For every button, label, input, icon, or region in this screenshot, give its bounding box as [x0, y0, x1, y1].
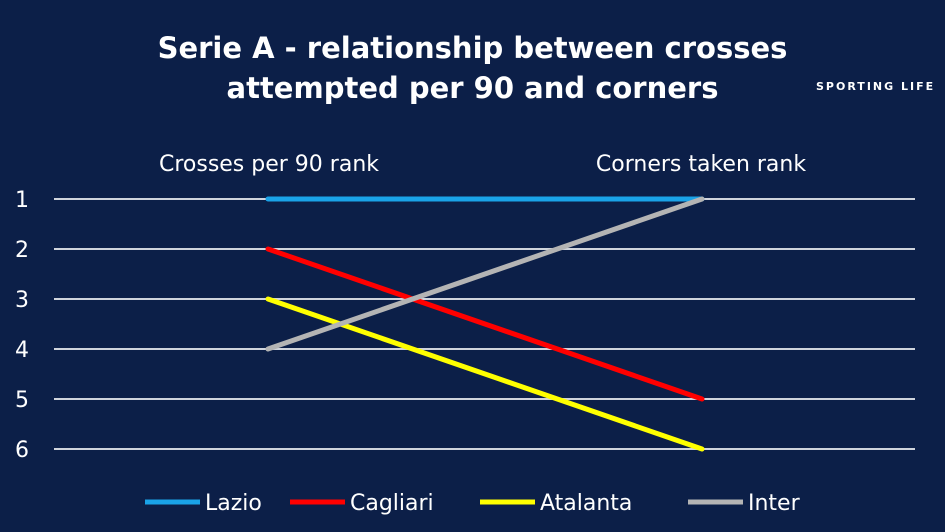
legend-label: Inter	[748, 491, 801, 516]
title-line-2: attempted per 90 and corners	[226, 71, 719, 105]
legend-label: Atalanta	[540, 491, 632, 516]
title-line-1: Serie A - relationship between crosses	[157, 31, 788, 65]
legend-label: Cagliari	[350, 491, 434, 516]
y-tick-label: 6	[15, 438, 29, 463]
chart-title: Serie A - relationship between crosses a…	[0, 28, 945, 108]
y-tick-label: 2	[15, 238, 29, 263]
y-tick-label: 1	[15, 188, 29, 213]
y-tick-label: 5	[15, 388, 29, 413]
series-line-inter	[265, 196, 705, 352]
legend-label: Lazio	[205, 491, 262, 516]
y-tick-label: 3	[15, 288, 29, 313]
category-label: Corners taken rank	[596, 152, 806, 177]
series-line-cagliari	[265, 246, 705, 402]
category-label: Crosses per 90 rank	[159, 152, 379, 177]
brand-logo: SPORTING LIFE	[816, 80, 936, 93]
y-tick-label: 4	[15, 338, 29, 363]
